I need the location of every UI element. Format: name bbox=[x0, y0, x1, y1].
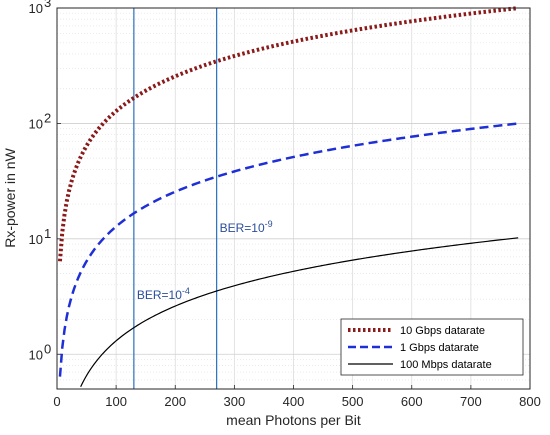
series-line-0 bbox=[57, 6, 519, 262]
x-tick-label: 200 bbox=[164, 394, 186, 409]
legend-box bbox=[340, 318, 524, 376]
y-tick-label: 10 bbox=[29, 116, 43, 131]
x-tick-label: 0 bbox=[53, 394, 60, 409]
legend-label-1: 1 Gbps datarate bbox=[400, 342, 479, 354]
series-line-1 bbox=[58, 122, 519, 377]
series-line-2 bbox=[80, 237, 519, 388]
series-group bbox=[57, 6, 519, 388]
y-tick-exponent: 3 bbox=[44, 0, 51, 10]
annotations: BER=10-4 BER=10-9 bbox=[137, 219, 273, 302]
legend: 10 Gbps datarate 1 Gbps datarate 100 Mbps … bbox=[340, 318, 524, 376]
x-tick-label: 100 bbox=[105, 394, 127, 409]
y-tick-label: 10 bbox=[29, 347, 43, 362]
ber-label-0: BER=10-4 bbox=[137, 286, 190, 302]
y-axis-label: Rx-power in nW bbox=[2, 147, 18, 247]
y-tick-exponent: 0 bbox=[44, 341, 51, 356]
y-tick-exponent: 1 bbox=[44, 226, 51, 241]
x-tick-label: 600 bbox=[401, 394, 423, 409]
legend-label-2: 100 Mbps datarate bbox=[400, 359, 492, 371]
x-tick-label: 500 bbox=[342, 394, 364, 409]
ber-label-1: BER=10-9 bbox=[220, 219, 273, 235]
x-tick-label: 800 bbox=[519, 394, 541, 409]
y-tick-label: 10 bbox=[29, 232, 43, 247]
y-tick-exponent: 2 bbox=[44, 110, 51, 125]
x-axis: 0 100 200 300 400 500 600 700 800 bbox=[53, 385, 541, 409]
x-tick-label: 400 bbox=[283, 394, 305, 409]
ber-lines bbox=[133, 8, 218, 389]
x-axis-label: mean Photons per Bit bbox=[226, 412, 361, 428]
x-tick-label: 700 bbox=[460, 394, 482, 409]
x-tick-label: 300 bbox=[224, 394, 246, 409]
legend-label-0: 10 Gbps datarate bbox=[400, 325, 485, 337]
y-tick-label: 10 bbox=[29, 1, 43, 16]
